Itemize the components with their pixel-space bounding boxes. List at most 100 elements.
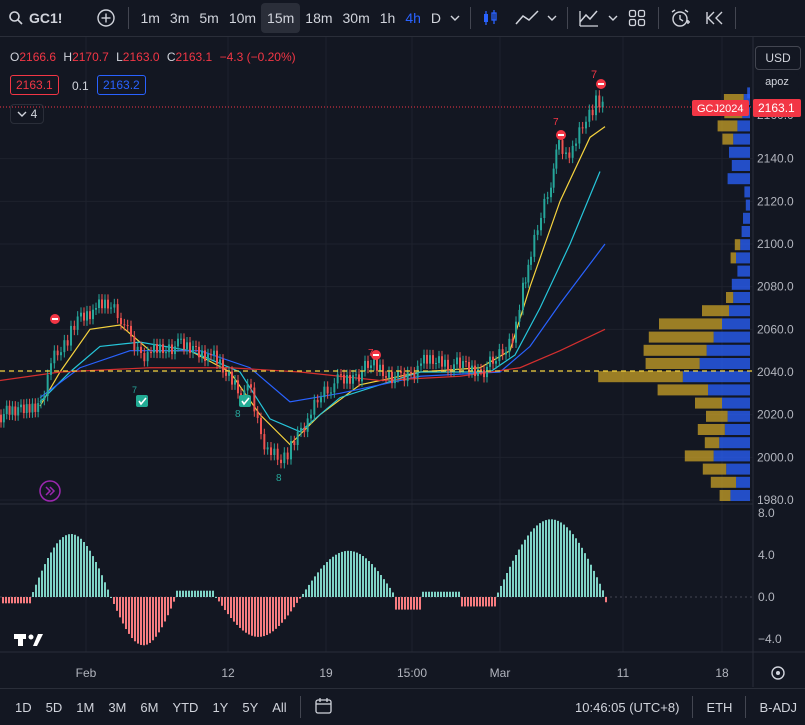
chart-area[interactable]: 2160.0 2140.02120.02100.02080.02060.0204… [0,37,805,687]
clock-timezone[interactable]: 10:46:05 (UTC+8) [575,699,680,715]
indicator-collapse-button[interactable]: 4 [10,104,44,124]
candle-body [34,403,37,412]
oscillator-bar [242,597,244,631]
oscillator-bar [260,597,262,637]
oscillator-bar [74,534,76,597]
currency-button[interactable]: USD [755,46,801,70]
replay-button[interactable] [701,3,729,33]
candle-body [280,459,282,464]
oscillator-bar [209,590,211,597]
range-all[interactable]: All [272,699,287,715]
top-toolbar: GC1! 1m 3m 5m 10m 15m 18m 30m 1h 4h D [0,0,805,37]
candle-body [416,365,419,378]
range-ytd[interactable]: YTD [172,699,199,715]
buy-price-button[interactable]: 2163.2 [97,75,146,95]
range-1d[interactable]: 1D [15,699,32,715]
adjustment-button[interactable]: B-ADJ [759,699,797,715]
interval-dropdown[interactable] [446,3,464,33]
candle-body [524,282,527,284]
close-label: C [166,50,176,64]
interval-15m[interactable]: 15m [261,3,301,33]
candle-body [558,140,560,150]
volume-bar [743,212,750,224]
candle-body [330,392,332,394]
candle-body [113,304,116,308]
compare-button[interactable] [90,3,122,33]
candle-body [216,350,218,364]
interval-1m[interactable]: 1m [140,10,160,26]
scale-mode-button[interactable]: apoz [755,72,799,92]
candle-body [598,95,601,108]
oscillator-bar [380,575,382,597]
interval-5m[interactable]: 5m [199,10,219,26]
candle-body [489,356,491,367]
candle-body [394,377,396,384]
chart-canvas[interactable]: 2160.0 2140.02120.02100.02080.02060.0204… [0,37,805,687]
candle-body [333,383,336,393]
oscillator-bar [173,597,175,602]
oscillator-bar [170,597,172,609]
oscillator-bar [23,597,25,604]
oscillator-bar [404,597,406,610]
candle-body [486,366,488,378]
settings-gear-icon[interactable] [771,666,785,680]
line-chart-icon [515,10,539,25]
time-axis[interactable]: Feb 12 19 15:00 Mar 11 18 [76,666,729,680]
interval-1h[interactable]: 1h [379,10,396,26]
divider [299,696,301,718]
layout-button[interactable] [622,3,652,33]
oscillator-bar [335,554,337,597]
range-6m[interactable]: 6M [140,699,159,715]
line-chart-button[interactable] [511,3,543,33]
range-5y[interactable]: 5Y [242,699,259,715]
chart-type-dropdown[interactable] [543,3,561,33]
range-3m[interactable]: 3M [108,699,127,715]
interval-30m[interactable]: 30m [342,10,370,26]
go-to-realtime-button[interactable] [39,480,61,502]
candle-body [20,404,22,408]
range-5d[interactable]: 5D [45,699,63,715]
session-button[interactable]: ETH [706,699,733,715]
symbol-search[interactable]: GC1! [0,3,68,33]
interval-d[interactable]: D [430,10,442,26]
range-1y[interactable]: 1Y [212,699,229,715]
price-axis[interactable]: 2140.0 2120.0 2100.0 2080.0 2060.0 2040.0 2020… [757,152,794,507]
oscillator-bar [515,554,517,597]
oscillator-bar [119,597,121,618]
interval-4h[interactable]: 4h [405,10,421,26]
candle-body [522,282,524,310]
oscillator-bar [332,556,334,597]
oscillator-bar [134,597,136,642]
oscillator-bar [392,592,394,597]
interval-18m[interactable]: 18m [305,10,333,26]
sell-price-button[interactable]: 2163.1 [10,75,59,95]
candle-body [300,427,302,432]
indicators-button[interactable] [574,3,604,33]
chevron-down-icon [547,15,557,21]
indicators-dropdown[interactable] [604,3,622,33]
chart-type-button[interactable] [477,3,503,33]
candle-body [423,354,425,364]
tradingview-logo[interactable] [14,634,43,646]
ema-red-line [0,328,606,382]
oscillator-axis[interactable]: 8.0 4.0 0.0 −4.0 [758,506,782,646]
candle-body [201,350,203,358]
open-label: O [10,50,20,64]
oscillator-bar [341,551,343,597]
interval-10m[interactable]: 10m [228,10,257,26]
go-to-date-button[interactable] [307,697,341,718]
marker-seven-sub: 7 [132,385,137,395]
interval-3m[interactable]: 3m [169,10,190,26]
candle-body [471,365,473,373]
range-1m[interactable]: 1M [76,699,95,715]
oscillator-bar [509,566,511,597]
oscillator-bar [65,535,67,597]
candle-body [143,353,146,362]
alert-button[interactable] [665,3,695,33]
volume-bar [745,199,750,211]
time-tick: 15:00 [397,666,427,680]
oscillator-bar [503,579,505,597]
divider [470,7,472,29]
candle-body [293,441,296,446]
low-label: L [116,50,123,64]
